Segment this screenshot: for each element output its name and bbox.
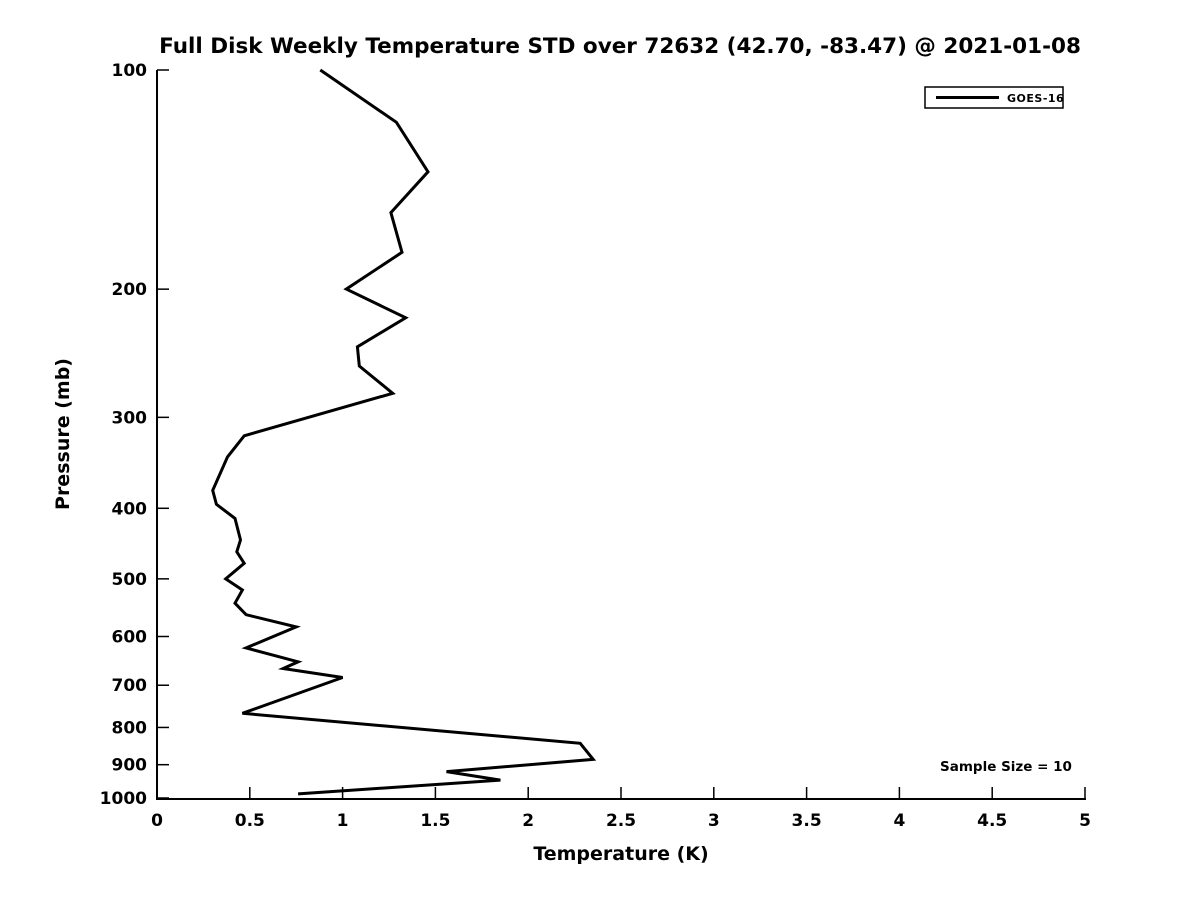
y-tick-label: 700 <box>112 676 148 696</box>
y-tick-label: 300 <box>112 408 148 428</box>
x-tick-label: 2 <box>522 811 534 831</box>
x-tick-label: 1.5 <box>420 811 450 831</box>
x-axis-tick-labels: 0 0.5 1 1.5 2 2.5 3 3.5 4 4.5 5 <box>151 811 1091 831</box>
y-axis-ticks <box>157 69 169 799</box>
x-axis-ticks <box>156 787 1086 799</box>
x-tick-label: 2.5 <box>606 811 636 831</box>
temperature-std-profile-line <box>211 68 597 796</box>
x-tick-label: 5 <box>1079 811 1091 831</box>
y-axis-tick-labels: 100 200 300 400 500 600 700 800 900 1000 <box>100 61 147 809</box>
y-tick-label: 100 <box>112 61 148 81</box>
x-tick-label: 0.5 <box>235 811 265 831</box>
x-axis-label: Temperature (K) <box>533 843 708 865</box>
x-tick-label: 4 <box>893 811 905 831</box>
x-tick-label: 1 <box>337 811 349 831</box>
x-tick-label: 3 <box>708 811 720 831</box>
y-tick-label: 600 <box>112 627 148 647</box>
x-tick-label: 0 <box>151 811 163 831</box>
legend: GOES-16 <box>924 86 1064 109</box>
legend-entry-label: GOES-16 <box>1007 92 1064 105</box>
x-tick-label: 3.5 <box>792 811 822 831</box>
y-tick-label: 1000 <box>100 789 147 809</box>
y-tick-label: 200 <box>112 280 148 300</box>
y-tick-label: 500 <box>112 570 148 590</box>
x-tick-label: 4.5 <box>977 811 1007 831</box>
chart-title: Full Disk Weekly Temperature STD over 72… <box>159 34 1081 59</box>
y-tick-label: 800 <box>112 718 148 738</box>
y-tick-label: 900 <box>112 756 148 776</box>
y-tick-label: 400 <box>112 499 148 519</box>
y-axis-label: Pressure (mb) <box>52 358 74 510</box>
sample-size-annotation: Sample Size = 10 <box>940 759 1072 775</box>
